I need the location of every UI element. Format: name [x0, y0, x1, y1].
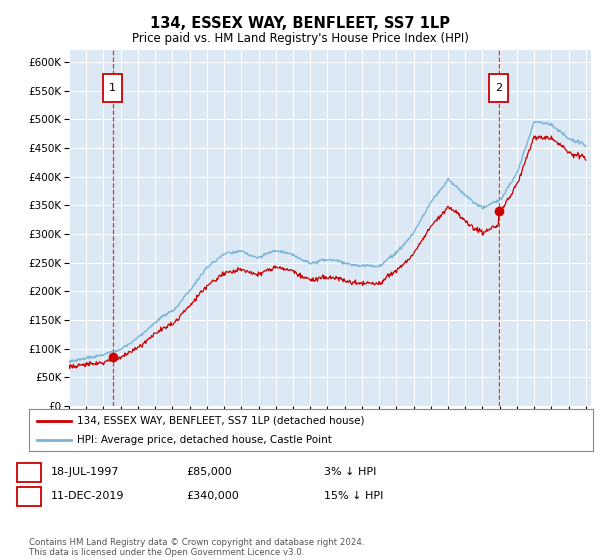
Text: £85,000: £85,000: [186, 466, 232, 477]
Text: 15% ↓ HPI: 15% ↓ HPI: [324, 491, 383, 501]
FancyBboxPatch shape: [490, 73, 508, 102]
Text: 1: 1: [25, 465, 32, 478]
Text: £340,000: £340,000: [186, 491, 239, 501]
Text: 134, ESSEX WAY, BENFLEET, SS7 1LP (detached house): 134, ESSEX WAY, BENFLEET, SS7 1LP (detac…: [77, 416, 364, 426]
Text: 11-DEC-2019: 11-DEC-2019: [51, 491, 125, 501]
Text: 3% ↓ HPI: 3% ↓ HPI: [324, 466, 376, 477]
Text: HPI: Average price, detached house, Castle Point: HPI: Average price, detached house, Cast…: [77, 435, 332, 445]
Text: Price paid vs. HM Land Registry's House Price Index (HPI): Price paid vs. HM Land Registry's House …: [131, 32, 469, 45]
Text: 18-JUL-1997: 18-JUL-1997: [51, 466, 119, 477]
Text: 1: 1: [109, 83, 116, 93]
FancyBboxPatch shape: [103, 73, 122, 102]
Text: Contains HM Land Registry data © Crown copyright and database right 2024.
This d: Contains HM Land Registry data © Crown c…: [29, 538, 364, 557]
Text: 134, ESSEX WAY, BENFLEET, SS7 1LP: 134, ESSEX WAY, BENFLEET, SS7 1LP: [150, 16, 450, 31]
Text: 2: 2: [495, 83, 502, 93]
Text: 2: 2: [25, 489, 32, 502]
